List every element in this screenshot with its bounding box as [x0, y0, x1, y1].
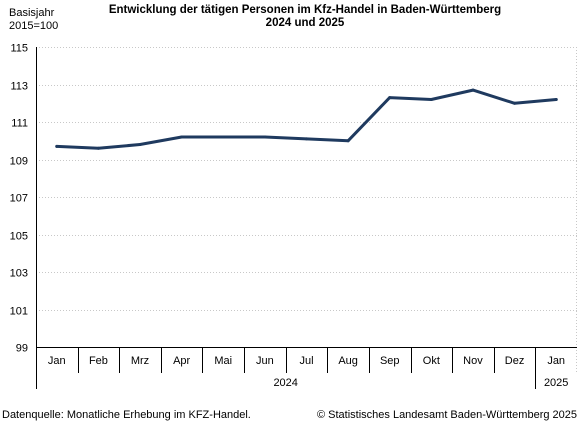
- data-point-2: [138, 143, 142, 146]
- data-point-10: [471, 88, 475, 92]
- chart-title-line1: Entwicklung der tätigen Personen im Kfz-…: [108, 4, 502, 16]
- copyright-note: © Statistisches Landesamt Baden-Württemb…: [316, 409, 577, 421]
- x-tick-label-4: Mai: [214, 355, 232, 367]
- data-point-7: [346, 139, 350, 143]
- x-tick-label-12: Jan: [547, 355, 565, 367]
- y-axis-label: Basisjahr 2015=100: [9, 7, 58, 33]
- y-tick-label-99: 99: [16, 343, 28, 355]
- data-point-8: [388, 96, 392, 100]
- data-point-3: [180, 135, 184, 139]
- year-group-label-2025: 2025: [544, 377, 568, 389]
- chart-title: Entwicklung der tätigen Personen im Kfz-…: [60, 4, 550, 30]
- y-tick-label-105: 105: [10, 231, 28, 243]
- x-tick-label-6: Jul: [299, 355, 313, 367]
- y-tick-label-109: 109: [10, 156, 28, 168]
- data-point-4: [221, 135, 225, 139]
- y-tick-label-107: 107: [10, 193, 28, 205]
- x-tick-label-5: Jun: [256, 355, 274, 367]
- x-tick-label-1: Feb: [89, 355, 108, 367]
- x-tick-label-10: Nov: [463, 355, 483, 367]
- data-point-12: [554, 98, 558, 101]
- source-note: Datenquelle: Monatliche Erhebung im KFZ-…: [2, 409, 251, 421]
- y-tick-label-111: 111: [11, 118, 28, 130]
- data-point-1: [96, 146, 100, 150]
- x-tick-label-3: Apr: [173, 355, 190, 367]
- x-tick-label-7: Aug: [338, 355, 358, 367]
- x-tick-label-2: Mrz: [131, 355, 149, 367]
- x-tick-label-8: Sep: [380, 355, 400, 367]
- y-axis-label-line2: 2015=100: [9, 20, 59, 32]
- y-tick-label-101: 101: [10, 306, 28, 318]
- data-point-9: [429, 98, 433, 101]
- x-tick-label-0: Jan: [48, 355, 66, 367]
- y-tick-label-103: 103: [10, 268, 28, 280]
- data-point-11: [513, 101, 517, 105]
- chart-footer: Datenquelle: Monatliche Erhebung im KFZ-…: [2, 409, 577, 422]
- year-group-label-2024: 2024: [273, 377, 297, 389]
- y-tick-label-115: 115: [10, 43, 28, 55]
- y-axis-label-line1: Basisjahr: [9, 7, 55, 19]
- x-tick-label-11: Dez: [505, 355, 525, 367]
- y-tick-label-113: 113: [10, 81, 28, 93]
- data-point-5: [263, 135, 267, 139]
- x-tick-label-9: Okt: [423, 355, 440, 367]
- data-point-0: [55, 144, 59, 148]
- chart-title-line2: 2024 und 2025: [265, 17, 345, 29]
- data-point-6: [305, 137, 308, 141]
